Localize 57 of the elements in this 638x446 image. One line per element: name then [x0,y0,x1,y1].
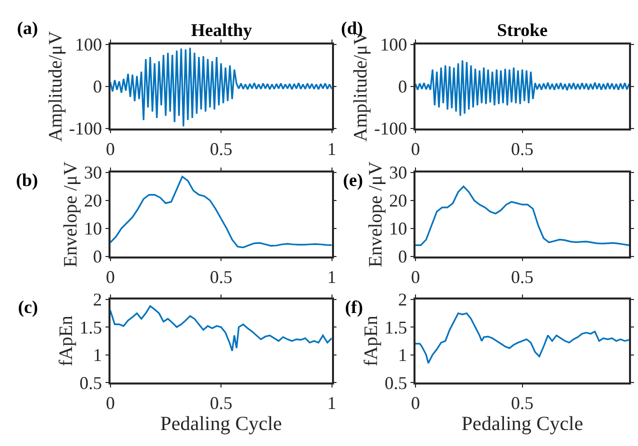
text: (c) [18,297,38,317]
y-tick-label: 20 [389,190,408,211]
y-tick-label: 0 [92,246,102,267]
x-tick-label: 1 [327,138,336,159]
x-tick-label: 0 [410,266,420,287]
y-tick-label: 10 [389,218,408,239]
y-tick-label: 1 [398,345,408,366]
x-tick-label: 0.5 [210,138,232,159]
y-tick-label: 2 [398,290,408,310]
y-tick-label: 1.5 [384,317,408,338]
line-series [110,305,332,352]
y-tick-label: 30 [389,162,408,183]
x-tick-label: 0.5 [210,266,232,287]
x-axis-title: Pedaling Cycle [160,412,282,435]
y-axis-title: Envelope /μV [60,161,82,268]
y-tick-label: 10 [84,218,102,239]
line-series [415,60,630,117]
y-axis-title: fApEn [56,315,77,366]
line-series [415,186,630,246]
text: (b) [16,170,38,190]
text: (f) [345,297,363,317]
y-tick-label: 0 [398,246,408,267]
x-tick-label: 1 [327,392,336,413]
y-tick-label: 1.5 [79,317,102,338]
x-tick-label: 0 [106,138,115,159]
y-axis-title: Amplitude/μV [45,30,66,142]
y-tick-label: 0 [92,76,102,97]
y-tick-label: 0.5 [79,372,102,393]
x-tick-label: 0 [410,138,420,159]
line-series [110,176,332,248]
y-tick-label: 100 [380,34,408,55]
x-tick-label: 1 [327,266,336,287]
x-tick-label: 0.5 [511,138,534,159]
x-tick-label: 0.5 [511,266,534,287]
x-tick-label: 0 [106,266,115,287]
y-tick-label: -100 [374,118,408,139]
text: (e) [343,170,363,190]
y-tick-label: 2 [92,290,102,310]
y-tick-label: 30 [84,162,102,183]
x-axis-title: Pedaling Cycle [461,412,584,435]
y-axis-title: Envelope /μV [365,161,386,268]
y-axis-title: fApEn [360,315,382,366]
x-tick-label: 0 [410,392,420,413]
line-series [110,46,332,128]
y-tick-label: 20 [84,190,102,211]
text: (a) [17,18,38,38]
chart-title: Stroke [497,20,548,40]
y-tick-label: 100 [74,34,102,55]
line-series [415,312,630,364]
x-tick-label: 0.5 [511,392,534,413]
x-tick-label: 0.5 [210,392,232,413]
y-tick-label: 1 [92,345,102,366]
y-tick-label: -100 [68,118,102,139]
x-tick-label: 0 [106,392,115,413]
chart-title: Healthy [191,20,252,40]
y-tick-label: 0 [398,76,408,97]
y-tick-label: 0.5 [384,372,408,393]
